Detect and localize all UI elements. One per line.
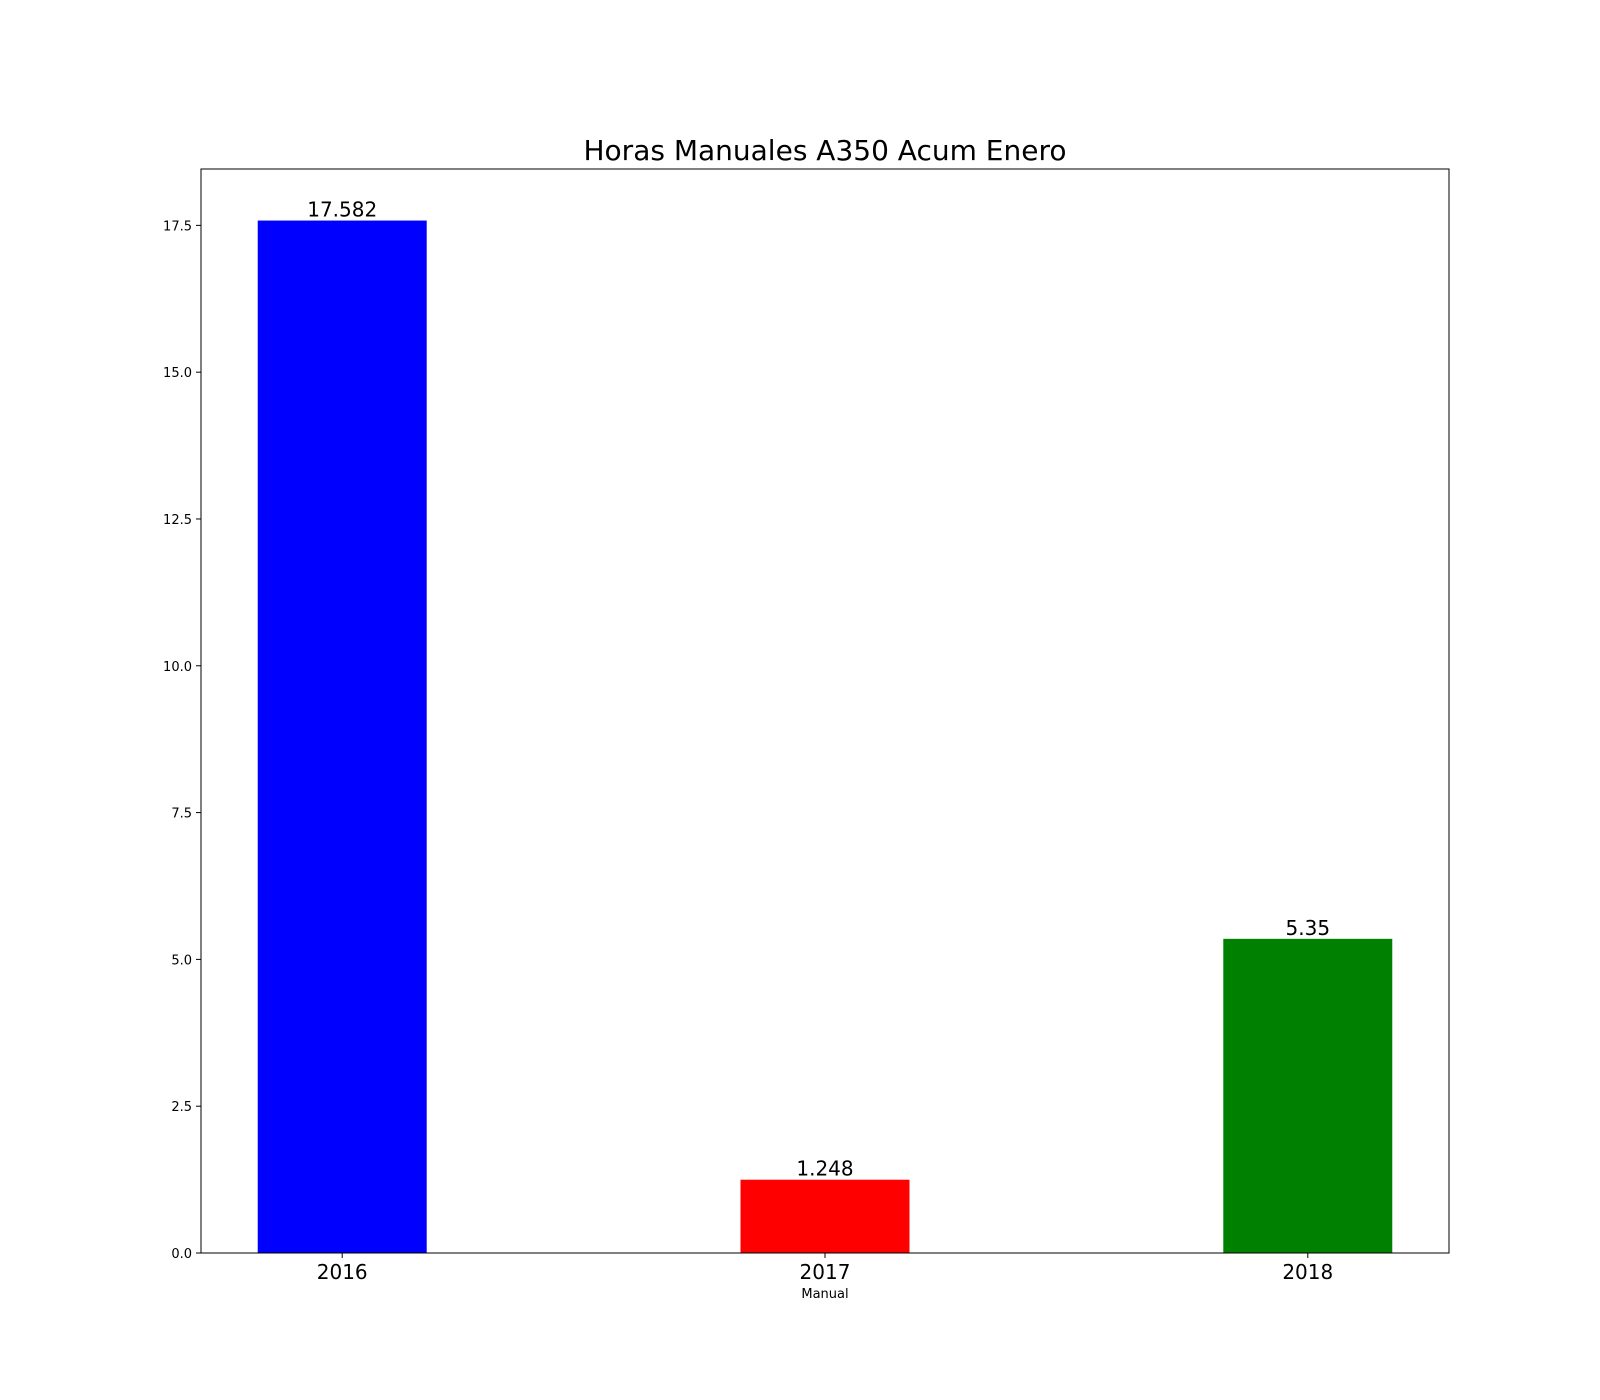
plot-frame xyxy=(200,168,1450,1254)
x-tick-label-2018: 2018 xyxy=(1282,1260,1333,1284)
x-tick-label-2016: 2016 xyxy=(317,1260,368,1284)
y-tick-label-2.5: 2.5 xyxy=(171,1100,192,1115)
y-tick-label-17.5: 17.5 xyxy=(163,219,192,234)
y-tick-label-15.0: 15.0 xyxy=(163,366,192,381)
bar-2017 xyxy=(740,1179,910,1253)
bar-value-label-2016: 17.582 xyxy=(307,198,377,222)
bar-value-label-2017: 1.248 xyxy=(796,1157,853,1181)
ticks-layer: 2016 2017 2018 0.0 2.5 5.0 7.5 10.0 12.5 15.0 17.5 xyxy=(163,219,1333,1284)
x-axis-label: Manual xyxy=(801,1287,848,1302)
y-tick-label-10.0: 10.0 xyxy=(163,660,192,675)
y-tick-label-12.5: 12.5 xyxy=(163,513,192,528)
bars-layer: 17.582 1.248 5.35 xyxy=(257,198,1393,1254)
y-tick-label-5.0: 5.0 xyxy=(171,953,192,968)
bar-2016 xyxy=(257,220,427,1254)
y-tick-label-7.5: 7.5 xyxy=(171,807,192,822)
chart-title: Horas Manuales A350 Acum Enero xyxy=(584,134,1067,167)
bar-value-label-2018: 5.35 xyxy=(1286,916,1331,940)
y-tick-label-0.0: 0.0 xyxy=(171,1247,192,1262)
bar-2018 xyxy=(1223,938,1393,1253)
x-tick-label-2017: 2017 xyxy=(800,1260,851,1284)
